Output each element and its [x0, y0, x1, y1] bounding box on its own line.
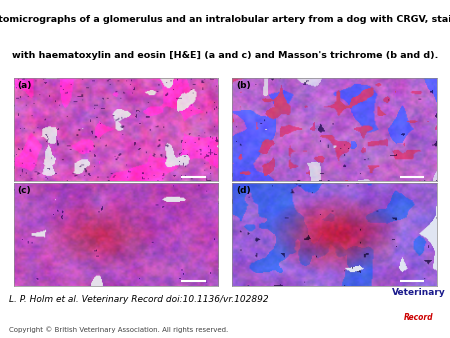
Text: with haematoxylin and eosin [H&E] (a and c) and Masson's trichrome (b and d).: with haematoxylin and eosin [H&E] (a and…: [12, 51, 438, 59]
Text: (c): (c): [18, 186, 31, 195]
Text: (b): (b): [236, 81, 251, 90]
Text: (a): (a): [18, 81, 32, 90]
Text: Veterinary: Veterinary: [392, 288, 446, 297]
Text: (d): (d): [236, 186, 251, 195]
Text: Photomicrographs of a glomerulus and an intralobular artery from a dog with CRGV: Photomicrographs of a glomerulus and an …: [0, 15, 450, 24]
Text: Record: Record: [404, 313, 433, 322]
Text: Copyright © British Veterinary Association. All rights reserved.: Copyright © British Veterinary Associati…: [9, 327, 228, 333]
Text: L. P. Holm et al. Veterinary Record doi:10.1136/vr.102892: L. P. Holm et al. Veterinary Record doi:…: [9, 295, 269, 304]
